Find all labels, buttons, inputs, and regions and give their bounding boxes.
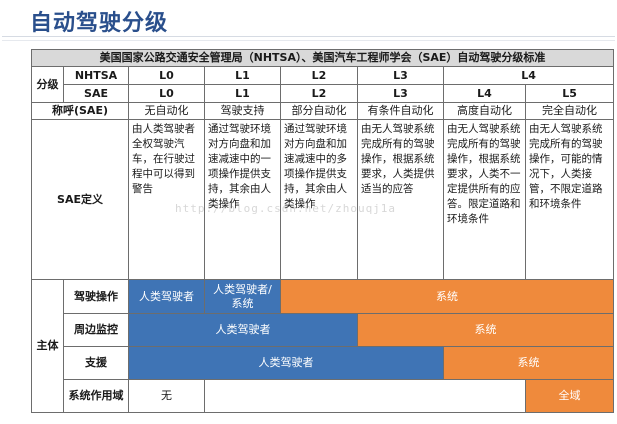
sae-level-l1: L1: [204, 84, 281, 103]
scope-all-cell: 全域: [524, 379, 615, 413]
name-label: 称呼(SAE): [31, 102, 129, 120]
definition-l3: 由无人驾驶系统完成所有的驾驶操作，根据系统要求，人类提供适当的应答: [357, 119, 444, 280]
nhtsa-level-l2: L2: [280, 66, 358, 85]
definition-label: SAE定义: [31, 119, 129, 280]
name-l1: 驾驶支持: [204, 102, 281, 120]
scope-row-label: 系统作用域: [63, 379, 129, 413]
sae-label: SAE: [63, 84, 129, 103]
definition-l4: 由无人驾驶系统完成所有的驾驶操作，根据系统要求，人类不一定提供所有的应答。限定道…: [443, 119, 526, 280]
sae-level-l4: L4: [443, 84, 526, 103]
definition-l5: 由无人驾驶系统完成所有的驾驶操作，可能的情况下，人类接管，不限定道路和环境条件: [524, 119, 615, 280]
sae-level-l2: L2: [280, 84, 358, 103]
definition-l0: 由人类驾驶者全权驾驶汽车，在行驶过程中可以得到警告: [128, 119, 205, 280]
monitoring-human-cell: 人类驾驶者: [128, 313, 358, 347]
name-l3: 有条件自动化: [357, 102, 444, 120]
name-l2: 部分自动化: [280, 102, 358, 120]
table-caption: 美国国家公路交通安全管理局（NHTSA）、美国汽车工程师学会（SAE）自动驾驶分…: [30, 49, 615, 67]
sae-level-l0: L0: [128, 84, 205, 103]
name-l5: 完全自动化: [524, 102, 615, 120]
definition-l1: 通过驾驶环境对方向盘和加速减速中的一项操作提供支持，其余由人类操作: [204, 119, 281, 280]
nhtsa-level-l4: L4: [442, 66, 615, 85]
subject-label: 主体: [31, 279, 64, 413]
driving-human-cell: 人类驾驶者: [128, 279, 205, 314]
autonomy-level-table: 美国国家公路交通安全管理局（NHTSA）、美国汽车工程师学会（SAE）自动驾驶分…: [30, 49, 615, 413]
driving-row-label: 驾驶操作: [63, 279, 129, 314]
page-title: 自动驾驶分级: [30, 11, 169, 36]
support-row-label: 支援: [63, 346, 129, 380]
monitoring-system-cell: 系统: [356, 313, 615, 347]
nhtsa-level-l3: L3: [357, 66, 444, 85]
driving-mixed-cell: 人类驾驶者/系统: [204, 279, 281, 314]
name-l0: 无自动化: [128, 102, 205, 120]
title-divider: [2, 36, 615, 37]
driving-system-cell: 系统: [279, 279, 615, 314]
definition-l2: 通过驾驶环境对方向盘和加速减速中的多项操作提供支持，其余由人类操作: [280, 119, 358, 280]
monitoring-row-label: 周边监控: [63, 313, 129, 347]
grading-label: 分级: [31, 66, 64, 103]
scope-none-cell: 无: [128, 379, 205, 413]
nhtsa-label: NHTSA: [63, 66, 129, 85]
support-system-cell: 系统: [442, 346, 615, 380]
sae-level-l5: L5: [524, 84, 615, 103]
title-divider-shadow: [2, 40, 615, 41]
driving-mixed-text: 人类驾驶者/系统: [213, 282, 272, 310]
watermark: http://blog.csdn.net/zhouqj1a: [175, 202, 397, 215]
name-l4: 高度自动化: [443, 102, 526, 120]
sae-level-l3: L3: [357, 84, 444, 103]
nhtsa-level-l0: L0: [128, 66, 205, 85]
scope-empty-cell: [204, 379, 526, 413]
nhtsa-level-l1: L1: [204, 66, 281, 85]
support-human-cell: 人类驾驶者: [128, 346, 444, 380]
